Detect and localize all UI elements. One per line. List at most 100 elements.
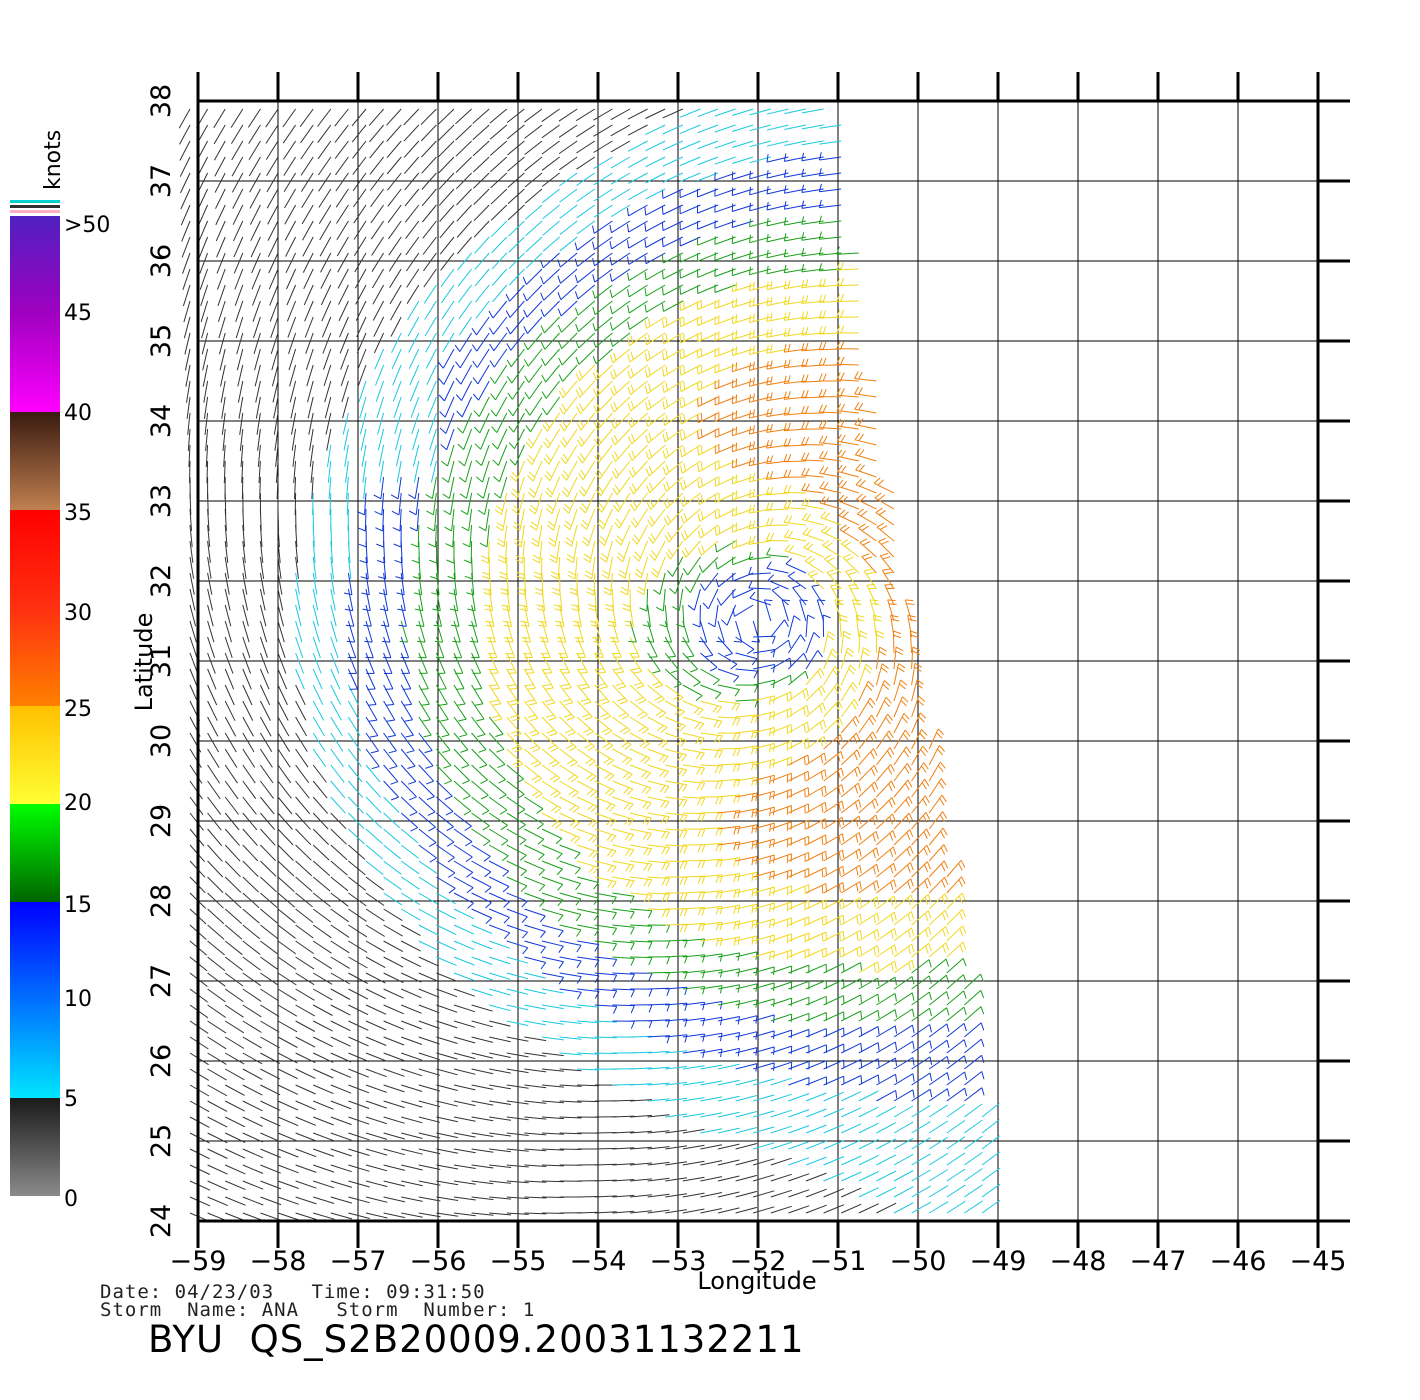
wind-barb (237, 364, 244, 387)
wind-barb-feather (752, 313, 755, 322)
wind-barb-feather (842, 511, 849, 518)
wind-barb (356, 332, 367, 354)
wind-barb-feather (424, 750, 433, 754)
wind-barb (242, 764, 256, 784)
wind-barb (805, 850, 826, 862)
wind-barb (612, 1004, 635, 1007)
wind-barb-feather (752, 535, 756, 544)
wind-barb-feather (876, 880, 880, 889)
wind-barb-feather (531, 732, 540, 737)
wind-barb (876, 862, 894, 878)
wind-barb (330, 604, 337, 627)
colorbar-unit: knots (41, 130, 66, 190)
wind-barb (506, 876, 528, 887)
wind-barb (700, 748, 723, 752)
wind-barb-feather (773, 854, 775, 864)
wind-barb-feather (836, 403, 842, 411)
wind-barb-feather (606, 834, 613, 841)
wind-barb-feather (731, 363, 734, 372)
wind-barb-feather (544, 491, 552, 498)
wind-barb-feather (877, 945, 880, 954)
wind-barb (816, 599, 825, 622)
wind-barb (823, 898, 844, 910)
wind-barb (373, 316, 385, 337)
wind-barb-feather (641, 728, 649, 734)
wind-barb-feather (555, 620, 564, 624)
wind-barb (348, 908, 367, 922)
wind-barb (823, 683, 838, 702)
wind-barb-feather (842, 866, 845, 875)
wind-barb (284, 220, 297, 241)
wind-barb (207, 524, 211, 547)
wind-barb-feather (841, 496, 848, 503)
wind-barb (259, 572, 265, 595)
wind-barb (347, 620, 356, 643)
wind-barb-feather (462, 795, 471, 800)
wind-barb-feather (609, 305, 613, 315)
wind-barb (700, 1112, 723, 1118)
wind-barb-feather (752, 393, 755, 402)
wind-barb-feather (596, 386, 601, 394)
wind-barb (837, 470, 859, 478)
wind-barb-feather (946, 1056, 950, 1065)
wind-barb (717, 668, 739, 677)
wind-barb-feather (571, 776, 579, 783)
wind-barb (840, 782, 859, 798)
wind-barb (181, 236, 191, 258)
wind-barb-feather (679, 286, 681, 295)
wind-barb (837, 485, 859, 494)
wind-barb (805, 702, 824, 718)
wind-barb (893, 729, 906, 750)
wind-barb (568, 492, 578, 514)
wind-barb (418, 1052, 440, 1061)
wind-barb (418, 956, 440, 967)
wind-barb-feather (906, 832, 911, 840)
wind-barb (524, 1116, 547, 1120)
wind-barb (858, 680, 869, 702)
wind-barb-feather (567, 574, 576, 580)
wind-barb-feather (679, 877, 684, 885)
wind-barb (257, 444, 261, 467)
wind-barb (488, 636, 498, 658)
wind-barb (527, 348, 543, 367)
wind-barb (964, 1087, 983, 1102)
wind-barb (506, 700, 521, 719)
wind-barb (330, 1068, 352, 1079)
wind-barb (647, 1209, 670, 1214)
wind-barb-feather (911, 992, 915, 1001)
wind-barb-feather (834, 665, 841, 674)
wind-barb (345, 476, 349, 499)
wind-barb (840, 1107, 862, 1118)
wind-barb-feather (541, 391, 547, 399)
wind-barb (893, 976, 913, 990)
wind-barb-feather (592, 339, 597, 348)
wind-barb-feather (648, 449, 653, 458)
wind-barb (475, 300, 490, 319)
wind-barb (840, 897, 861, 910)
wind-barb (629, 1146, 652, 1150)
wind-barb-feather (545, 454, 552, 462)
wind-barb-feather (664, 534, 670, 543)
wind-barb-feather (836, 372, 841, 380)
wind-barb (488, 780, 507, 796)
wind-barb (436, 908, 457, 920)
wind-barb-feather (903, 713, 910, 720)
wind-barb (365, 1036, 387, 1046)
wind-barb-feather (733, 889, 737, 899)
wind-barb (858, 1090, 879, 1102)
wind-barb-feather (515, 554, 524, 560)
wind-barb-feather (873, 618, 882, 622)
wind-barb (823, 995, 844, 1006)
wind-barb-feather (551, 762, 560, 768)
wind-barb-feather (665, 366, 668, 375)
wind-barb (260, 1004, 280, 1018)
wind-barb (313, 1196, 335, 1204)
wind-barb-feather (958, 895, 964, 904)
wind-barb-feather (819, 481, 825, 489)
wind-barb-feather (751, 889, 754, 898)
wind-barb (312, 668, 323, 690)
wind-barb-feather (574, 291, 579, 300)
wind-barb-feather (822, 357, 827, 366)
wind-barb-feather (773, 934, 775, 943)
wind-barb (399, 508, 402, 532)
